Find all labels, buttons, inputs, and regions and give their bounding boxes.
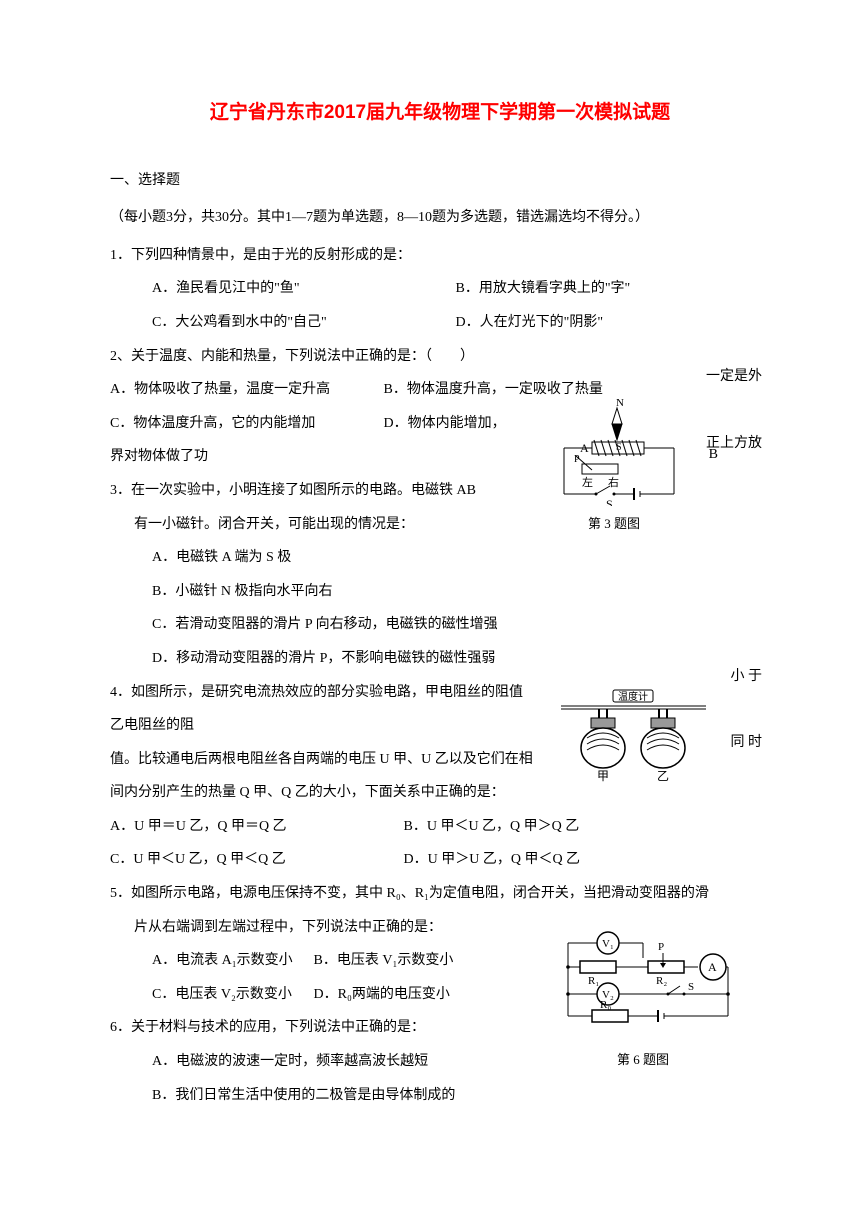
figure-5-label: 第 6 题图 <box>548 1044 738 1075</box>
q5-option-d: D．R₀两端的电压变小 <box>314 978 514 1012</box>
q4-ext3: 同 时 <box>731 726 763 760</box>
q2-option-d: D．物体内能增加， <box>384 416 506 431</box>
q3-option-a: A．电磁铁 A 端为 S 极 <box>110 541 770 575</box>
q3-option-c: C．若滑动变阻器的滑片 P 向右移动，电磁铁的磁性增强 <box>110 608 770 642</box>
figure-3: N S A P 左 右 S 第 3 题图 <box>534 396 694 539</box>
q2-text: 2、关于温度、内能和热量，下列说法中正确的是：（ ） <box>110 340 770 374</box>
q4-option-a: A．U 甲＝U 乙，Q 甲＝Q 乙 <box>110 810 400 844</box>
q1-option-b: B．用放大镜看字典上的"字" <box>456 272 716 306</box>
svg-text:S: S <box>606 497 613 506</box>
q2-option-c: C．物体温度升高，它的内能增加 <box>110 407 380 441</box>
svg-text:R₀: R₀ <box>600 999 611 1011</box>
svg-text:乙: 乙 <box>657 769 669 783</box>
q3-option-b: B．小磁针 N 极指向水平向右 <box>110 575 770 609</box>
q2-d-ext: 一定是外 <box>706 360 762 394</box>
svg-text:S: S <box>688 981 694 993</box>
q5-option-b: B．电压表 V₁示数变小 <box>314 944 514 978</box>
q5-text1: 5．如图所示电路，电源电压保持不变，其中 R₀、R₁为定值电阻，闭合开关，当把滑… <box>110 877 770 911</box>
q5-option-c: C．电压表 V₂示数变小 <box>110 978 310 1012</box>
q6-option-b: B．我们日常生活中使用的二极管是由导体制成的 <box>110 1079 770 1113</box>
figure-3-label: 第 3 题图 <box>534 508 694 539</box>
q2-option-a: A．物体吸收了热量，温度一定升高 <box>110 373 380 407</box>
section-1-instruction: （每小题3分，共30分。其中1—7题为单选题，8—10题为多选题，错选漏选均不得… <box>110 201 770 235</box>
svg-text:V₁: V₁ <box>602 938 614 950</box>
q1-option-c: C．大公鸡看到水中的"自己" <box>152 306 452 340</box>
q1-text: 1．下列四种情景中，是由于光的反射形成的是： <box>110 239 770 273</box>
q1-option-d: D．人在灯光下的"阴影" <box>456 306 716 340</box>
page-title: 辽宁省丹东市2017届九年级物理下学期第一次模拟试题 <box>110 90 770 136</box>
svg-text:R₂: R₂ <box>656 975 667 987</box>
q4-ext1: 小 于 <box>731 660 763 694</box>
svg-text:温度计: 温度计 <box>618 690 648 703</box>
svg-text:P: P <box>574 454 580 465</box>
svg-text:R₁: R₁ <box>588 975 599 987</box>
svg-text:A: A <box>708 960 717 974</box>
figure-4: 温度计 甲 乙 <box>561 688 706 797</box>
svg-text:P: P <box>658 941 664 953</box>
figure-5: V₁ P R₁ R₂ A V₂ S R₀ 第 <box>548 928 738 1075</box>
svg-text:右: 右 <box>608 475 619 489</box>
q3-option-d: D．移动滑动变阻器的滑片 P，不影响电磁铁的磁性强弱 <box>110 642 770 676</box>
section-1-header: 一、选择题 <box>110 164 770 198</box>
question-1: 1．下列四种情景中，是由于光的反射形成的是： A．渔民看见江中的"鱼" B．用放… <box>110 239 770 340</box>
q5-option-a: A．电流表 A₁示数变小 <box>110 944 310 978</box>
q4-option-c: C．U 甲＜U 乙，Q 甲＜Q 乙 <box>110 843 400 877</box>
svg-text:甲: 甲 <box>597 769 609 783</box>
q4-option-d: D．U 甲＞U 乙，Q 甲＜Q 乙 <box>404 843 694 877</box>
q3-ext1: 正上方放 <box>706 427 762 461</box>
q1-option-a: A．渔民看见江中的"鱼" <box>152 272 452 306</box>
q4-option-b: B．U 甲＜U 乙，Q 甲＞Q 乙 <box>404 810 694 844</box>
svg-text:左: 左 <box>582 476 593 489</box>
